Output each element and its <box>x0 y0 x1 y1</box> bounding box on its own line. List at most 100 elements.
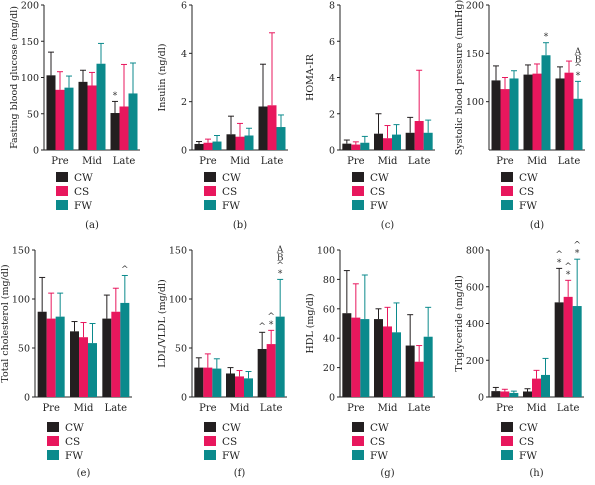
y-tick-label: 2 <box>181 97 187 108</box>
x-tick-label: Pre <box>496 156 514 167</box>
y-tick-label: 200 <box>466 1 484 12</box>
significance-mark: A <box>574 47 582 57</box>
bar-CW-Pre <box>194 367 204 397</box>
legend-swatch-CW <box>204 172 216 182</box>
bar-CS-Mid <box>532 378 541 397</box>
legend-swatch-CS <box>56 186 68 196</box>
x-tick-label: Late <box>408 403 431 414</box>
y-tick-label: 150 <box>466 49 484 60</box>
bar-CW-Late <box>555 78 565 150</box>
panel-label: (a) <box>85 220 99 231</box>
significance-mark: * <box>269 320 274 330</box>
bar-FW-Mid <box>88 343 97 397</box>
legend-swatch-FW <box>204 200 216 210</box>
bar-CW-Mid <box>523 391 532 397</box>
bar-CS-Mid <box>383 138 392 150</box>
bar-CW-Late <box>405 345 415 397</box>
y-tick-label: 6 <box>329 37 335 48</box>
x-tick-label: Pre <box>496 403 514 414</box>
significance-mark: * <box>544 33 549 43</box>
bar-CW-Pre <box>491 80 501 150</box>
y-tick-label: 100 <box>466 97 484 108</box>
legend-swatch-CW <box>352 172 364 182</box>
bar-FW-Late <box>572 306 582 397</box>
bar-FW-Late <box>573 98 583 150</box>
legend-label-FW: FW <box>370 200 388 212</box>
legend-swatch-CW <box>352 422 364 432</box>
panel-label: (h) <box>529 468 543 479</box>
y-tick-label: 4 <box>329 73 335 84</box>
legend-label-FW: FW <box>222 450 240 462</box>
x-tick-label: Mid <box>74 403 94 414</box>
legend-label-FW: FW <box>519 450 537 462</box>
legend-label-CW: CW <box>65 422 84 434</box>
x-tick-label: Late <box>408 156 431 167</box>
x-tick-label: Late <box>113 156 136 167</box>
bar-FW-Pre <box>212 141 222 150</box>
y-axis-label: HDL (mg/dl) <box>305 293 316 353</box>
x-tick-label: Pre <box>347 403 365 414</box>
y-tick-label: 150 <box>169 246 187 257</box>
legend-label-CS: CS <box>370 436 385 448</box>
bar-CW-Late <box>554 302 564 397</box>
significance-mark: ^ <box>267 312 275 322</box>
x-tick-label: Mid <box>230 156 250 167</box>
bar-CS-Pre <box>203 367 213 397</box>
legend-label-CW: CW <box>519 172 538 184</box>
bar-CS-Mid <box>532 73 542 150</box>
legend-swatch-CW <box>204 422 216 432</box>
y-tick-label: 0 <box>329 393 335 404</box>
legend-label-CS: CS <box>519 436 534 448</box>
significance-mark: * <box>113 91 118 101</box>
bar-FW-Late <box>276 127 286 150</box>
x-tick-label: Pre <box>199 156 217 167</box>
bar-CS-Late <box>414 121 424 150</box>
bar-CS-Late <box>563 296 573 397</box>
bar-CS-Late <box>564 72 574 150</box>
bar-FW-Mid <box>541 374 550 397</box>
legend-swatch-FW <box>204 450 216 460</box>
bar-CS-Pre <box>55 89 65 150</box>
bar-CS-Pre <box>203 142 213 150</box>
legend-swatch-FW <box>56 200 68 210</box>
y-tick-label: 150 <box>12 246 30 257</box>
bar-FW-Mid <box>541 55 551 151</box>
legend-swatch-CW <box>47 422 59 432</box>
y-tick-label: 8 <box>329 1 335 12</box>
legend-label-CW: CW <box>519 422 538 434</box>
y-tick-label: 200 <box>466 356 484 367</box>
bar-CW-Mid <box>78 81 88 150</box>
x-tick-label: Late <box>558 156 581 167</box>
bar-CS-Pre <box>351 317 361 397</box>
y-axis-label: Total cholesterol (mg/dl) <box>0 264 11 382</box>
panel-label: (g) <box>380 468 394 479</box>
panel-label: (e) <box>77 468 91 479</box>
significance-mark: ^ <box>564 262 572 272</box>
y-axis-label: HOMA-IR <box>305 53 316 101</box>
bar-CS-Mid <box>235 376 244 397</box>
y-tick-label: 800 <box>466 246 484 257</box>
panel-b: 0 2 4 6 Insulin (ng/dl) Pre Mid Late CW CS FW (b) <box>157 1 288 231</box>
y-tick-label: 0 <box>181 393 187 404</box>
bar-CS-Pre <box>500 89 510 150</box>
x-tick-label: Late <box>557 403 580 414</box>
legend-label-CS: CS <box>74 186 89 198</box>
y-axis-label: Systolic blood pressure (mmHg) <box>454 0 465 155</box>
bar-FW-Pre <box>64 87 74 150</box>
y-tick-label: 80 <box>323 275 335 286</box>
y-tick-label: 150 <box>21 37 39 48</box>
bar-CW-Late <box>110 113 120 150</box>
legend-label-FW: FW <box>65 450 83 462</box>
y-tick-label: 100 <box>169 295 187 306</box>
legend-label-CW: CW <box>370 172 389 184</box>
y-tick-label: 0 <box>33 146 39 157</box>
bar-CW-Mid <box>226 134 236 150</box>
x-tick-label: Mid <box>230 403 250 414</box>
y-tick-label: 20 <box>323 363 335 374</box>
bar-CW-Pre <box>46 75 56 150</box>
significance-mark: ^ <box>574 63 582 73</box>
x-tick-label: Mid <box>378 156 398 167</box>
